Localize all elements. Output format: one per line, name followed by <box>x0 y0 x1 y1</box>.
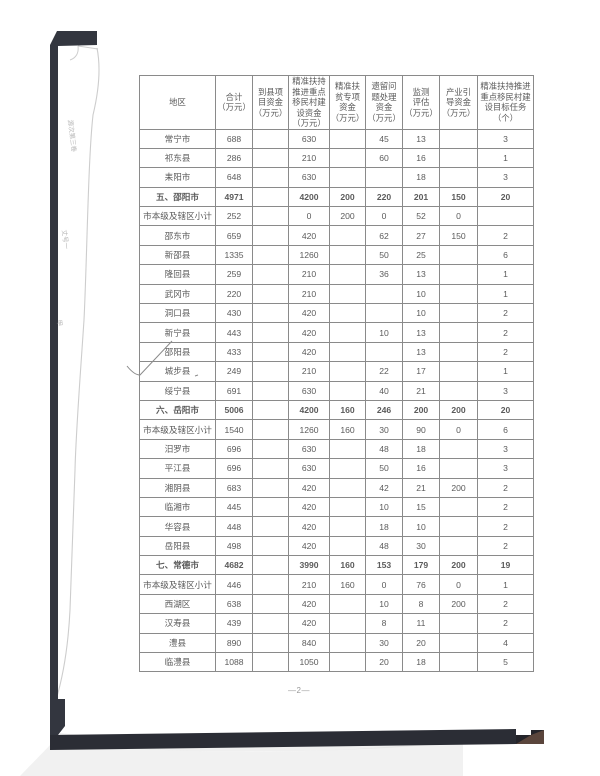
svg-text:丈号一: 丈号一 <box>60 229 71 250</box>
svg-text:甲: 甲 <box>55 319 64 326</box>
svg-text:源次第三卷: 源次第三卷 <box>66 119 79 153</box>
